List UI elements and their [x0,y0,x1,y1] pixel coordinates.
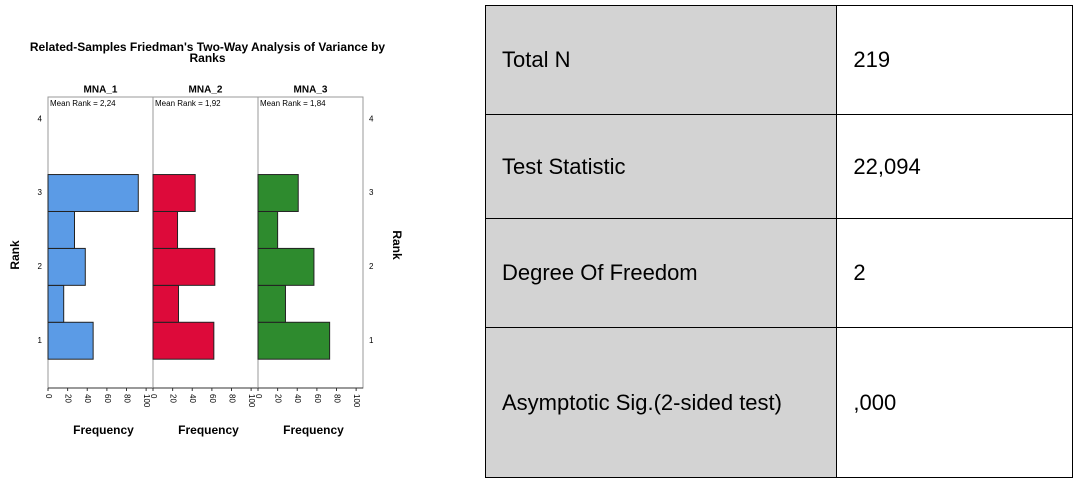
y-tick-label: 2 [38,262,43,271]
x-tick-label: 100 [142,394,151,408]
x-tick-label: 100 [247,394,256,408]
x-tick-label: 0 [44,394,53,399]
annotation: Mean Rank = 2,24 [50,99,116,108]
table-row: Total N 219 [484,5,1073,115]
value-cell: 22,094 [836,114,1073,219]
y-axis-label: Rank [8,240,22,270]
x-tick-label: 60 [103,394,112,403]
panel-title: MNA_1 [84,85,118,96]
bar [47,174,139,212]
bar [152,247,216,286]
label-cell: Asymptotic Sig.(2-sided test) [484,327,838,478]
y-tick-label: 4 [369,114,374,123]
y-axis-label: Rank [390,230,404,260]
panel-title: MNA_3 [294,85,328,96]
x-tick-label: 40 [83,394,92,403]
x-tick-label: 40 [293,394,302,403]
bar [257,174,299,212]
x-axis-label: Frequency [73,423,134,437]
results-table: Total N 219 Test Statistic 22,094 Degree Of … [484,5,1073,478]
bar [152,321,215,360]
table-row: Degree Of Freedom 2 [484,218,1073,328]
value-cell: ,000 [836,327,1073,478]
x-tick-label: 80 [122,394,131,403]
y-tick-label: 3 [369,188,374,197]
bar [152,174,196,212]
label-cell: Test Statistic [484,114,838,219]
x-tick-label: 0 [149,394,158,399]
bar [257,284,286,323]
bar [152,284,180,323]
x-tick-label: 80 [332,394,341,403]
y-tick-label: 4 [38,114,43,123]
bar [47,210,75,249]
bar [257,210,279,249]
bar [47,247,86,286]
x-tick-label: 100 [352,394,361,408]
x-axis-label: Frequency [178,423,239,437]
chart-title: Related-Samples Friedman's Two-Way Analy… [29,40,386,65]
y-tick-label: 1 [38,336,43,345]
bar [257,247,315,286]
x-tick-label: 60 [313,394,322,403]
label-cell: Degree Of Freedom [484,218,838,328]
y-tick-label: 3 [38,188,43,197]
annotation: Mean Rank = 1,92 [155,99,221,108]
x-tick-label: 20 [169,394,178,403]
y-tick-label: 2 [369,262,374,271]
bar [47,321,94,360]
table-row: Asymptotic Sig.(2-sided test) ,000 [484,327,1073,478]
bar [257,321,331,360]
panel-title: MNA_2 [189,85,223,96]
label-cell: Total N [484,5,838,115]
x-axis-label: Frequency [283,423,344,437]
x-tick-label: 0 [254,394,263,399]
bar [152,210,179,249]
x-tick-label: 20 [274,394,283,403]
x-tick-label: 40 [188,394,197,403]
table-row: Test Statistic 22,094 [484,114,1073,219]
bar [47,284,65,323]
x-tick-label: 80 [227,394,236,403]
value-cell: 219 [836,5,1073,115]
annotation: Mean Rank = 1,84 [260,99,326,108]
value-cell: 2 [836,218,1073,328]
chart: 1 1 2 2 3 3 4 4 Rank Rank MNA_1 Mean Rank = 2,24 0 20… [8,85,404,438]
x-tick-label: 60 [208,394,217,403]
x-tick-label: 20 [64,394,73,403]
y-tick-label: 1 [369,336,374,345]
